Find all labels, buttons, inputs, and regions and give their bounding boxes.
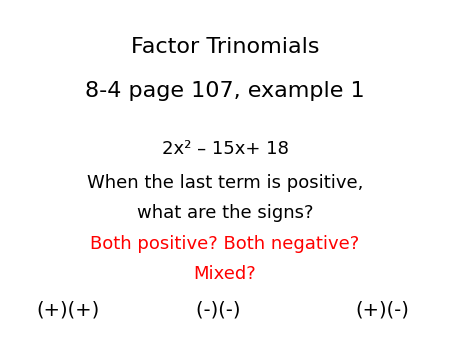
Text: Both positive? Both negative?: Both positive? Both negative? xyxy=(90,235,360,253)
Text: When the last term is positive,: When the last term is positive, xyxy=(87,174,363,192)
Text: what are the signs?: what are the signs? xyxy=(137,204,313,222)
Text: Mixed?: Mixed? xyxy=(194,265,256,283)
Text: 2x² – 15x+ 18: 2x² – 15x+ 18 xyxy=(162,140,288,158)
Text: 8-4 page 107, example 1: 8-4 page 107, example 1 xyxy=(85,81,365,101)
Text: (+)(+): (+)(+) xyxy=(36,301,99,320)
Text: (-)(-): (-)(-) xyxy=(197,301,253,320)
Text: (+)(-): (+)(-) xyxy=(356,301,410,320)
Text: Factor Trinomials: Factor Trinomials xyxy=(131,37,319,57)
